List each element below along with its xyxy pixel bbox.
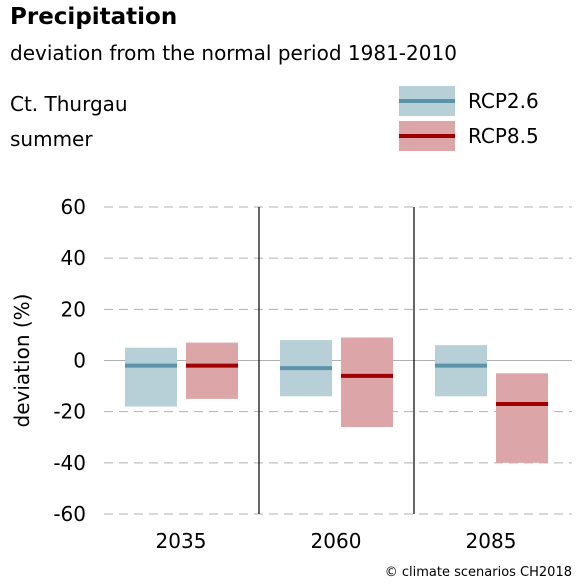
y-axis-label: deviation (%)	[10, 294, 34, 428]
x-tick-label: 2085	[466, 529, 517, 553]
range-box-rcp85-2085	[496, 373, 548, 463]
legend-label-rcp85: RCP8.5	[468, 124, 539, 148]
y-tick-label: 0	[73, 349, 86, 373]
legend-median-rcp85	[399, 134, 455, 138]
chart-title: Precipitation	[10, 4, 178, 30]
range-box-rcp26-2085	[435, 345, 487, 397]
y-tick-label: -20	[53, 400, 86, 424]
range-box-rcp26-2035	[125, 347, 177, 407]
y-tick-label: 20	[61, 297, 86, 321]
chart-subtitle: deviation from the normal period 1981-20…	[10, 41, 457, 65]
x-tick-label: 2060	[311, 529, 362, 553]
y-tick-label: 40	[61, 246, 86, 270]
y-tick-label: -40	[53, 451, 86, 475]
region-label: Ct. Thurgau	[10, 92, 128, 116]
legend-label-rcp26: RCP2.6	[468, 89, 539, 113]
x-tick-label: 2035	[156, 529, 207, 553]
range-box-rcp85-2035	[186, 342, 238, 399]
range-box-rcp85-2060	[341, 337, 393, 428]
season-label: summer	[10, 127, 93, 151]
credit-text: © climate scenarios CH2018	[384, 565, 572, 580]
y-tick-label: -60	[53, 502, 86, 526]
y-tick-label: 60	[61, 195, 86, 219]
legend-median-rcp26	[399, 99, 455, 103]
